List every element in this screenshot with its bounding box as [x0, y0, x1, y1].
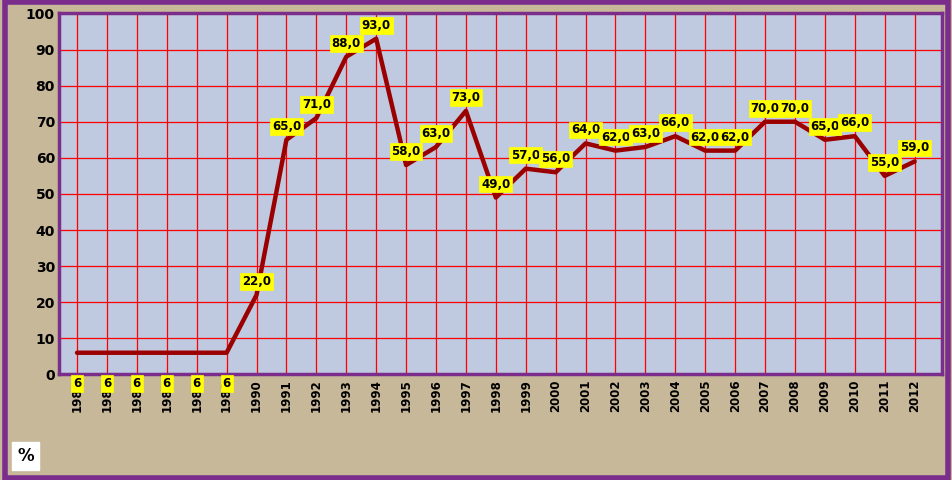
Text: 49,0: 49,0 [481, 178, 510, 191]
Text: 6: 6 [103, 377, 111, 390]
Text: 64,0: 64,0 [570, 123, 600, 136]
Text: 66,0: 66,0 [840, 116, 868, 129]
Text: 55,0: 55,0 [869, 156, 899, 169]
Text: 6: 6 [73, 377, 81, 390]
Text: 58,0: 58,0 [391, 145, 420, 158]
Text: %: % [17, 447, 33, 465]
Text: 6: 6 [192, 377, 201, 390]
Text: 65,0: 65,0 [809, 120, 839, 133]
Text: 63,0: 63,0 [630, 127, 660, 140]
Text: 6: 6 [163, 377, 170, 390]
Text: 62,0: 62,0 [720, 131, 749, 144]
Text: 59,0: 59,0 [899, 142, 928, 155]
Text: 6: 6 [132, 377, 141, 390]
Text: 6: 6 [222, 377, 230, 390]
Text: 62,0: 62,0 [690, 131, 719, 144]
Text: 71,0: 71,0 [302, 98, 330, 111]
Text: 56,0: 56,0 [541, 152, 569, 165]
Text: 65,0: 65,0 [271, 120, 301, 133]
Text: 73,0: 73,0 [451, 91, 480, 104]
Text: 70,0: 70,0 [780, 102, 808, 115]
Text: 93,0: 93,0 [361, 19, 390, 32]
Text: 62,0: 62,0 [601, 131, 629, 144]
Text: 22,0: 22,0 [242, 275, 270, 288]
Text: 70,0: 70,0 [750, 102, 779, 115]
Text: 57,0: 57,0 [510, 149, 540, 162]
Text: 88,0: 88,0 [331, 37, 361, 50]
Text: 63,0: 63,0 [421, 127, 450, 140]
Text: 66,0: 66,0 [660, 116, 689, 129]
